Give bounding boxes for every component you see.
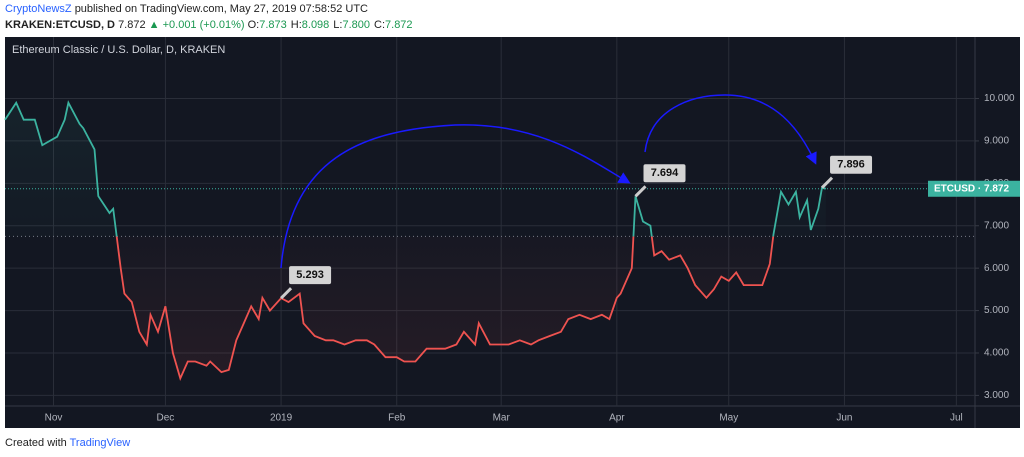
header-line: CryptoNewsZ published on TradingView.com…	[5, 3, 368, 15]
y-tick-label: 4.000	[984, 348, 1009, 359]
annotation-label: 7.896	[837, 159, 865, 171]
y-tick-label: 3.000	[984, 390, 1009, 401]
ohlc-key: L:	[333, 19, 343, 31]
chart-background	[5, 37, 1020, 428]
y-tick-label: 7.000	[984, 220, 1009, 231]
x-tick-label: Jun	[836, 413, 852, 424]
published: published on TradingView.com, May 27, 20…	[74, 3, 368, 15]
ohlc-value: 7.872	[385, 19, 413, 31]
y-tick-label: 6.000	[984, 263, 1009, 274]
area	[5, 102, 826, 379]
brand[interactable]: TradingView	[69, 437, 131, 449]
annotation-box	[289, 266, 332, 285]
annotation-pointer	[820, 176, 834, 189]
last-price-label: ETCUSD · 7.872	[934, 183, 1009, 194]
x-tick-label: Jul	[950, 413, 963, 424]
x-tick-label: Apr	[609, 413, 625, 424]
ohlc-key: H:	[290, 19, 302, 31]
y-tick-label: 5.000	[984, 305, 1009, 316]
price: 7.872	[118, 19, 146, 31]
y-tick-label: 10.000	[984, 93, 1015, 104]
footer: Created with TradingView	[5, 437, 130, 449]
x-tick-label: Nov	[45, 413, 63, 424]
price-line	[4, 100, 827, 382]
symbol: KRAKEN:ETCUSD, D	[5, 19, 115, 31]
ohlc: O:7.873 H:8.098 L:7.800 C:7.872	[248, 19, 417, 31]
footer-text: Created with	[5, 437, 67, 449]
symbol-line: KRAKEN:ETCUSD, D 7.872 ▲ +0.001 (+0.01%)…	[5, 19, 417, 31]
annotation-pointer	[280, 287, 293, 300]
arrow	[280, 124, 631, 269]
annotation-box	[643, 164, 686, 183]
annotation-pointer	[634, 185, 647, 198]
annotation-box	[830, 155, 873, 174]
ohlc-key: C:	[374, 19, 386, 31]
chart-title: Ethereum Classic / U.S. Dollar, D, KRAKE…	[12, 44, 225, 56]
change: ▲ +0.001 (+0.01%)	[148, 19, 245, 31]
annotation-label: 5.293	[296, 269, 324, 281]
ohlc-value: 7.800	[342, 19, 371, 31]
annotation-label: 7.694	[651, 167, 679, 179]
ohlc-key: O:	[247, 19, 260, 31]
x-tick-label: 2019	[270, 413, 293, 424]
x-tick-label: May	[719, 413, 738, 424]
x-tick-label: Dec	[157, 413, 175, 424]
x-tick-label: Feb	[388, 413, 406, 424]
ohlc-value: 7.873	[259, 19, 287, 31]
arrow	[644, 94, 817, 165]
ohlc-value: 8.098	[301, 19, 330, 31]
author[interactable]: CryptoNewsZ	[5, 3, 72, 15]
last-price-box	[928, 180, 1020, 197]
y-tick-label: 9.000	[984, 136, 1009, 147]
x-tick-label: Mar	[493, 413, 511, 424]
